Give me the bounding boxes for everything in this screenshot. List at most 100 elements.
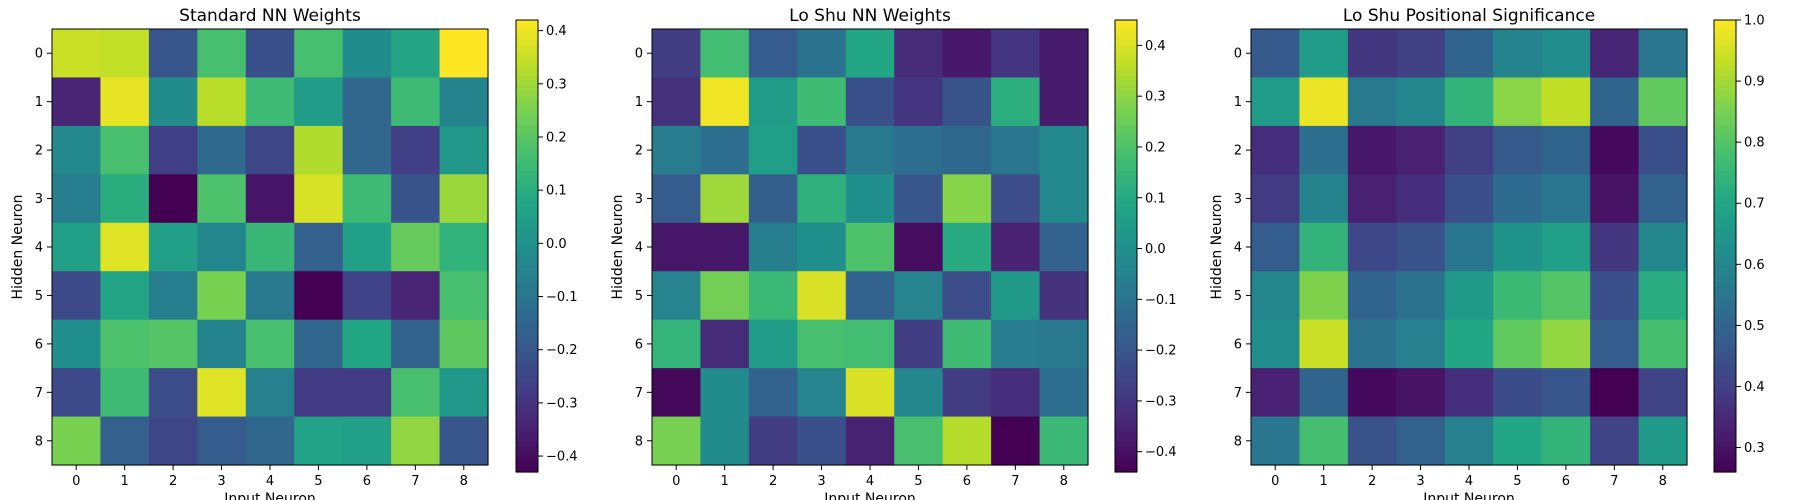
colorbar-band xyxy=(1115,110,1137,117)
colorbar-band xyxy=(1115,140,1137,147)
heatmap-cell xyxy=(845,368,895,418)
heatmap-panel-3: Lo Shu Positional Significance 0 1 2 3 4 5 6 7 8 0… xyxy=(1209,6,1765,500)
heatmap-cell xyxy=(1347,29,1397,79)
heatmap-cell xyxy=(700,319,750,369)
heatmap-cell xyxy=(1299,319,1349,369)
colorbar-band xyxy=(516,145,538,152)
heatmap-cell xyxy=(1396,271,1446,321)
heatmap-cell xyxy=(700,29,750,79)
heatmap-cell xyxy=(294,416,344,466)
heatmap-cell xyxy=(100,77,150,127)
heatmap-cell xyxy=(342,125,392,175)
colorbar-band xyxy=(1115,145,1137,152)
heatmap-cell xyxy=(100,416,150,466)
heatmap-cell xyxy=(439,77,489,127)
heatmap-cell xyxy=(1444,77,1494,127)
heatmap-cell xyxy=(1541,368,1591,418)
colorbar-band xyxy=(516,125,538,132)
heatmap-cell xyxy=(1251,77,1301,127)
colorbar-band xyxy=(1115,306,1137,312)
colorbar-band xyxy=(1115,281,1137,287)
heatmap-cell xyxy=(52,368,102,418)
y-tick-label: 8 xyxy=(1234,434,1242,449)
heatmap-cell xyxy=(1251,319,1301,369)
colorbar-band xyxy=(1115,411,1137,418)
colorbar-band xyxy=(1115,256,1137,262)
colorbar-band xyxy=(1115,165,1137,172)
colorbar-band xyxy=(1714,55,1736,61)
colorbar-band xyxy=(1115,451,1137,458)
heatmap-cell xyxy=(197,174,247,224)
colorbar-band xyxy=(1115,446,1137,453)
heatmap-cell xyxy=(1444,174,1494,224)
y-tick-label: 1 xyxy=(35,95,43,110)
colorbar-band xyxy=(1115,436,1137,443)
colorbar-tick-label: 0.4 xyxy=(546,24,567,39)
heatmap-cell xyxy=(1039,174,1089,224)
colorbar-band xyxy=(1714,466,1736,473)
colorbar-band xyxy=(1115,180,1137,187)
heatmap-cell xyxy=(1396,174,1446,224)
colorbar-band xyxy=(1115,426,1137,433)
heatmap-cell xyxy=(148,29,198,79)
heatmap-cell xyxy=(52,174,102,224)
colorbar-band xyxy=(1115,391,1137,398)
colorbar-band xyxy=(1714,80,1736,86)
colorbar-tick-label: −0.3 xyxy=(1145,394,1177,409)
colorbar-band xyxy=(1115,251,1137,257)
colorbar-band xyxy=(1115,416,1137,423)
colorbar-band xyxy=(1714,120,1736,127)
colorbar-band xyxy=(1714,411,1736,418)
colorbar-band xyxy=(1714,391,1736,398)
colorbar-band xyxy=(1714,301,1736,307)
heatmap-cell xyxy=(1251,368,1301,418)
colorbar-band xyxy=(516,311,538,317)
heatmap-cell xyxy=(748,271,798,321)
heatmap-cell xyxy=(991,416,1041,466)
heatmap-cell xyxy=(1541,77,1591,127)
colorbar-band xyxy=(1714,356,1736,363)
colorbar-band xyxy=(1115,261,1137,267)
heatmap-cell xyxy=(1493,174,1543,224)
heatmap-cell xyxy=(148,222,198,272)
colorbar-band xyxy=(516,25,538,31)
colorbar-band xyxy=(1714,361,1736,368)
heatmap-cell xyxy=(652,174,702,224)
y-tick-label: 6 xyxy=(1234,337,1242,352)
colorbar-band xyxy=(1115,356,1137,363)
y-tick-label: 5 xyxy=(35,289,43,304)
colorbar-band xyxy=(516,321,538,327)
colorbar-band xyxy=(1115,50,1137,56)
colorbar-band xyxy=(1714,180,1736,187)
heatmap-cell xyxy=(197,271,247,321)
colorbar-band xyxy=(1714,436,1736,443)
colorbar-tick-label: −0.2 xyxy=(546,343,578,358)
colorbar-frame xyxy=(1713,19,1737,473)
colorbar-band xyxy=(516,391,538,398)
heatmap-cell xyxy=(52,125,102,175)
heatmap-cell xyxy=(652,319,702,369)
y-tick-label: 3 xyxy=(1234,192,1242,207)
heatmap-cell xyxy=(100,319,150,369)
colorbar-band xyxy=(1115,291,1137,297)
heatmap-cell xyxy=(942,319,992,369)
colorbar-tick-label: 0.0 xyxy=(1145,242,1166,257)
heatmap-cell xyxy=(1347,174,1397,224)
colorbar-band xyxy=(516,421,538,428)
heatmap-cell xyxy=(1396,29,1446,79)
colorbar-band xyxy=(516,451,538,458)
heatmap-cell xyxy=(342,174,392,224)
colorbar-band xyxy=(1714,215,1736,222)
heatmap-cell xyxy=(845,77,895,127)
colorbar-band xyxy=(1115,60,1137,66)
heatmap-cell xyxy=(797,125,847,175)
heatmap-cell xyxy=(1444,319,1494,369)
colorbar-band xyxy=(1115,421,1137,428)
heatmap-cell xyxy=(942,174,992,224)
colorbar-band xyxy=(516,291,538,297)
colorbar: 1.0 0.9 0.8 0.7 0.6 0.5 0.4 0.3 xyxy=(1713,14,1765,473)
colorbar-band xyxy=(1115,115,1137,122)
colorbar-band xyxy=(1115,240,1137,247)
colorbar-band xyxy=(516,100,538,106)
colorbar-band xyxy=(1714,200,1736,207)
